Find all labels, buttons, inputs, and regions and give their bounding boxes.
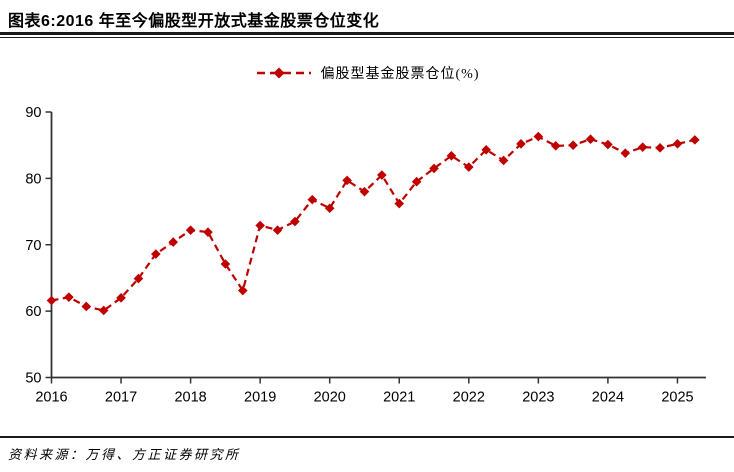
data-point-marker bbox=[203, 227, 213, 237]
x-axis-tick-label: 2016 bbox=[35, 390, 67, 406]
data-point-marker bbox=[168, 237, 179, 247]
data-point-marker bbox=[116, 293, 126, 303]
y-axis-tick-label: 70 bbox=[25, 238, 41, 254]
data-point-marker bbox=[359, 186, 370, 197]
data-point-marker bbox=[550, 141, 561, 151]
x-axis-tick-label: 2022 bbox=[453, 390, 485, 406]
y-axis-tick-label: 60 bbox=[25, 304, 41, 320]
data-point-marker bbox=[185, 225, 196, 235]
data-point-marker bbox=[64, 292, 74, 302]
data-point-marker bbox=[690, 135, 700, 145]
series-line bbox=[51, 135, 696, 312]
data-point-marker bbox=[516, 139, 526, 149]
data-point-marker bbox=[585, 134, 596, 145]
x-axis-tick-label: 2021 bbox=[383, 390, 415, 406]
data-point-marker bbox=[272, 225, 283, 235]
legend-line-marker-icon bbox=[256, 67, 311, 79]
data-point-marker bbox=[220, 259, 231, 269]
data-point-marker bbox=[377, 170, 387, 180]
data-point-marker bbox=[498, 155, 509, 166]
figure-title: 图表6:2016 年至今偏股型开放式基金股票仓位变化 bbox=[8, 13, 380, 30]
data-point-marker bbox=[151, 249, 161, 259]
data-point-marker bbox=[255, 220, 265, 231]
data-point-marker bbox=[672, 139, 683, 149]
legend-series-label: 偏股型基金股票仓位(%) bbox=[320, 67, 480, 82]
data-point-marker bbox=[533, 131, 544, 142]
title-divider bbox=[0, 32, 734, 38]
data-point-marker bbox=[603, 139, 613, 150]
data-point-marker bbox=[98, 305, 109, 316]
data-point-marker bbox=[133, 273, 144, 284]
x-axis-tick-label: 2019 bbox=[244, 390, 276, 406]
data-point-marker bbox=[81, 301, 92, 312]
data-point-marker bbox=[324, 203, 335, 214]
line-chart: 50 60 70 80 90 2016 2017 2018 2019 2020 2021 2022 20… bbox=[0, 95, 734, 415]
x-axis-tick-label: 2020 bbox=[314, 390, 346, 406]
y-axis-tick-label: 80 bbox=[25, 171, 41, 187]
plot-area: 50 60 70 80 90 2016 2017 2018 2019 2020 2021 2022 20… bbox=[25, 105, 706, 406]
data-point-marker bbox=[620, 148, 631, 158]
footer-divider bbox=[0, 436, 734, 438]
x-axis-tick-label: 2017 bbox=[105, 390, 137, 406]
data-source-note: 资料来源：万得、方正证券研究所 bbox=[8, 447, 241, 462]
data-point-marker bbox=[307, 194, 318, 205]
chart-legend: 偏股型基金股票仓位(%) bbox=[0, 62, 734, 84]
data-point-marker bbox=[637, 142, 648, 152]
data-point-marker bbox=[464, 162, 474, 172]
data-point-marker bbox=[446, 151, 457, 161]
data-point-marker bbox=[568, 140, 578, 150]
y-axis-tick-label: 90 bbox=[25, 105, 41, 121]
data-point-marker bbox=[237, 285, 248, 296]
x-axis-tick-label: 2018 bbox=[174, 390, 206, 406]
x-axis-tick-label: 2023 bbox=[522, 390, 554, 406]
data-point-marker bbox=[394, 198, 405, 209]
x-axis-tick-label: 2025 bbox=[661, 390, 693, 406]
y-axis-tick-label: 50 bbox=[25, 371, 41, 387]
x-axis-tick-label: 2024 bbox=[592, 390, 624, 406]
data-point-marker bbox=[411, 176, 422, 187]
data-point-marker bbox=[46, 295, 57, 306]
data-point-marker bbox=[655, 143, 665, 153]
